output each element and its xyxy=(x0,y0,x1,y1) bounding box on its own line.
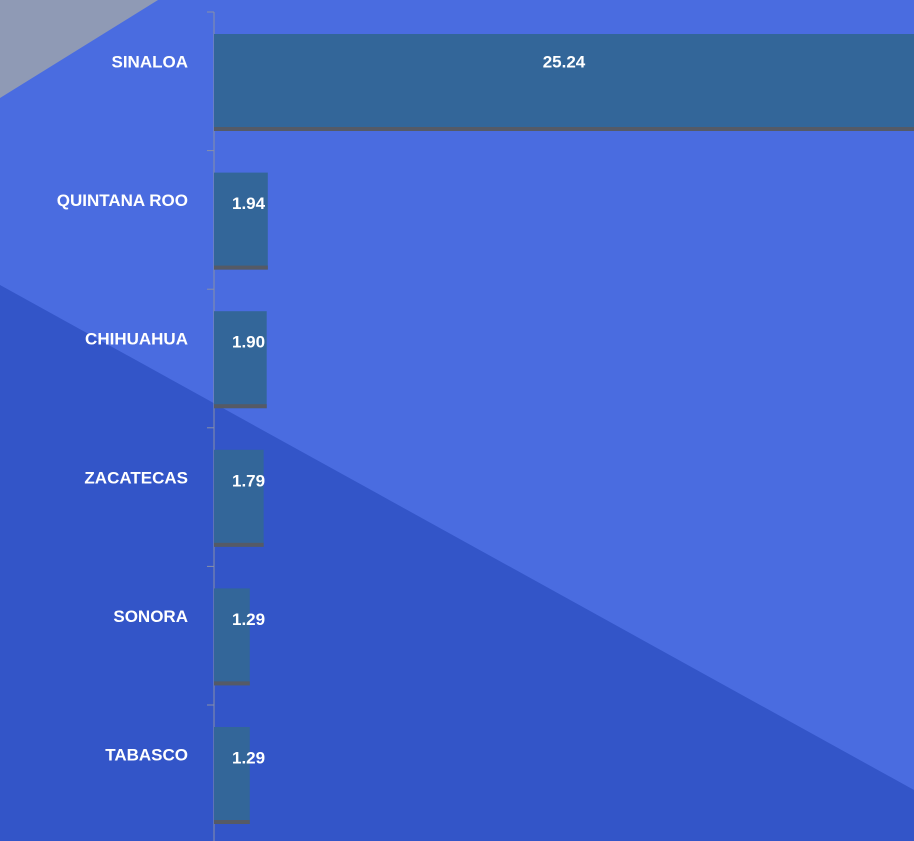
y-tick-label: SONORA xyxy=(113,607,188,626)
bar-shadow xyxy=(214,404,267,409)
bar xyxy=(214,588,250,686)
data-label: 1.90 xyxy=(232,333,265,352)
bar xyxy=(214,311,267,409)
bar xyxy=(214,449,264,547)
bar-shadow xyxy=(214,681,250,686)
bar xyxy=(214,727,250,824)
y-tick-label: TABASCO xyxy=(105,745,188,764)
bar xyxy=(214,172,268,270)
y-tick-label: CHIHUAHUA xyxy=(85,330,188,349)
bar xyxy=(214,34,914,131)
y-tick-label: QUINTANA ROO xyxy=(57,191,188,210)
bar-shadow xyxy=(214,265,268,270)
corner-shape xyxy=(0,0,158,98)
data-label: 1.29 xyxy=(232,748,265,767)
y-tick-label: SINALOA xyxy=(112,52,189,71)
background-shape xyxy=(0,285,914,841)
y-tick-label: ZACATECAS xyxy=(84,468,188,487)
data-label: 1.29 xyxy=(232,610,265,629)
bar-shadow xyxy=(214,820,250,824)
data-label: 1.94 xyxy=(232,194,266,213)
bar-shadow xyxy=(214,542,264,547)
data-label: 25.24 xyxy=(543,52,586,71)
bar-shadow xyxy=(214,127,914,131)
data-label: 1.79 xyxy=(232,471,265,490)
